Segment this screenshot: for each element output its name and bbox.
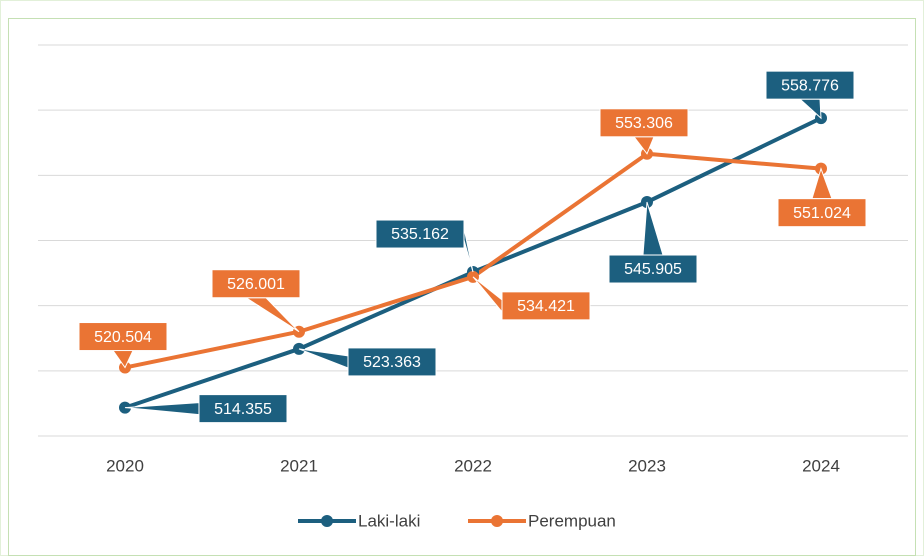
data-label: 514.355 xyxy=(214,401,272,418)
data-label: 535.162 xyxy=(391,226,449,243)
callout-box xyxy=(78,322,168,352)
x-tick-label: 2020 xyxy=(106,456,144,475)
callout-box xyxy=(765,70,855,100)
data-label: 520.504 xyxy=(94,329,152,346)
data-label: 526.001 xyxy=(227,276,285,293)
callout-box xyxy=(375,219,465,249)
callout-box xyxy=(777,198,867,228)
data-label: 551.024 xyxy=(793,205,851,222)
legend-label: Perempuan xyxy=(528,511,616,530)
callout-box xyxy=(347,347,437,377)
data-label: 558.776 xyxy=(781,77,839,94)
legend-marker xyxy=(321,515,333,527)
data-label: 545.905 xyxy=(624,261,682,278)
data-label: 523.363 xyxy=(363,354,421,371)
callout-box xyxy=(599,108,689,138)
callout-box xyxy=(608,254,698,284)
x-tick-label: 2024 xyxy=(802,456,840,475)
x-tick-label: 2023 xyxy=(628,456,666,475)
callout-box xyxy=(211,269,301,299)
chart-frame xyxy=(8,18,916,556)
data-label: 534.421 xyxy=(517,298,575,315)
callout-box xyxy=(501,291,591,321)
callout-box xyxy=(198,394,288,424)
legend-label: Laki-laki xyxy=(358,511,420,530)
x-tick-label: 2021 xyxy=(280,456,318,475)
data-label: 553.306 xyxy=(615,115,673,132)
legend-marker xyxy=(491,515,503,527)
x-tick-label: 2022 xyxy=(454,456,492,475)
